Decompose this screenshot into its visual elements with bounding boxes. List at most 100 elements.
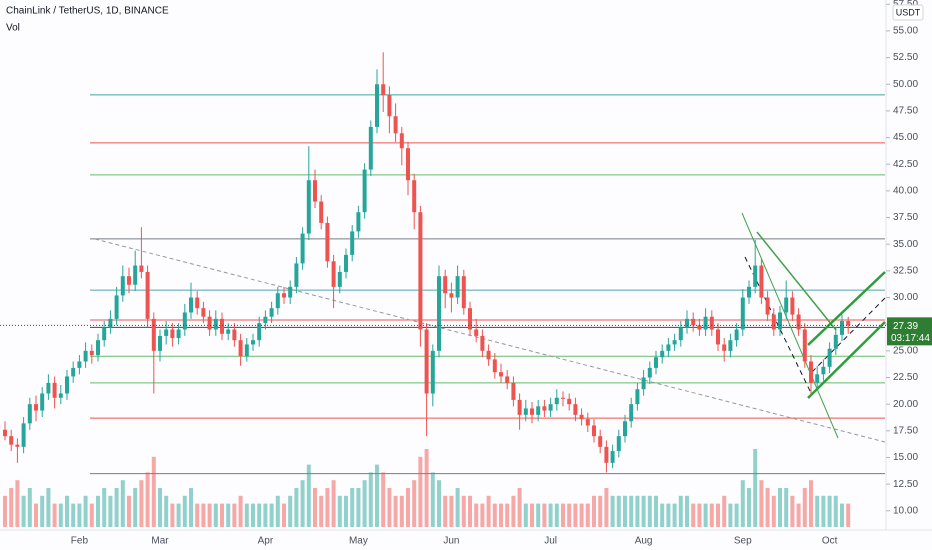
volume-bar <box>65 495 69 527</box>
candle-body <box>734 329 739 341</box>
candle-body <box>517 399 522 415</box>
volume-bar <box>207 503 212 527</box>
candle-body <box>548 404 553 411</box>
volume-bar <box>765 488 770 527</box>
volume-bar <box>468 495 472 527</box>
candle-body <box>257 323 262 341</box>
volume-bar <box>641 495 646 527</box>
candle-body <box>561 397 565 399</box>
x-tick-label: Feb <box>71 536 89 547</box>
candle-body <box>145 271 150 319</box>
volume-bar <box>821 495 826 527</box>
candle-body <box>455 276 460 298</box>
candle-body <box>598 436 603 447</box>
volume-bar <box>691 503 696 527</box>
volume-bar <box>102 488 107 527</box>
channel-line <box>756 231 837 331</box>
candle-body <box>393 116 398 134</box>
y-tick-label: 47.50 <box>893 106 918 117</box>
volume-bar <box>375 464 379 527</box>
candle-body <box>821 366 826 375</box>
candle-body <box>554 397 559 405</box>
volume-bar <box>499 503 503 527</box>
candle-body <box>368 126 373 170</box>
volume-bar <box>430 472 435 527</box>
volume-bar <box>517 488 522 527</box>
x-tick-label: Jul <box>544 536 557 547</box>
candle-body <box>27 404 32 424</box>
volume-bar <box>809 480 813 527</box>
volume-bar <box>331 480 336 527</box>
volume-bar <box>778 488 782 527</box>
volume-bar <box>815 495 820 527</box>
volume-bar <box>89 503 94 527</box>
y-tick-label: 52.50 <box>893 52 918 63</box>
volume-bar <box>213 503 218 527</box>
candle-body <box>461 276 466 309</box>
x-tick-label: Mar <box>151 536 169 547</box>
candle-body <box>573 404 578 415</box>
y-tick-label: 22.50 <box>893 372 918 383</box>
candle-body <box>685 318 689 328</box>
volume-bar <box>709 503 714 527</box>
y-tick-label: 37.50 <box>893 212 918 223</box>
volume-bar <box>71 503 76 527</box>
candle-body <box>40 393 45 411</box>
candle-body <box>660 350 665 358</box>
candle-body <box>418 212 423 330</box>
candle-body <box>282 293 286 298</box>
candle-body <box>71 367 76 377</box>
volume-bar <box>480 503 485 527</box>
candle-body <box>647 367 652 378</box>
candle-body <box>306 180 311 234</box>
volume-bar <box>387 488 392 527</box>
candle-body <box>585 419 590 426</box>
volume-bar <box>492 503 497 527</box>
candle-body <box>15 444 20 447</box>
volume-bar <box>722 495 727 527</box>
volume-bar <box>740 480 745 527</box>
candle-body <box>468 308 472 330</box>
candle-body <box>108 318 113 328</box>
volume-bar <box>629 495 634 527</box>
candle-body <box>703 316 708 330</box>
volume-bar <box>77 503 82 527</box>
candle-body <box>412 180 417 213</box>
candle-body <box>319 201 324 223</box>
candle-body <box>381 84 386 95</box>
volume-bar <box>747 488 751 527</box>
volume-bar <box>833 495 838 527</box>
candle-body <box>83 350 88 362</box>
volume-bar <box>598 495 603 527</box>
volume-bar <box>672 503 677 527</box>
candle-body <box>697 325 702 330</box>
volume-bar <box>319 495 324 527</box>
volume-bar <box>170 503 175 527</box>
volume-bar <box>616 495 621 527</box>
y-tick-label: 32.50 <box>893 266 918 277</box>
candle-body <box>536 406 541 415</box>
volume-bar <box>300 480 305 527</box>
candle-body <box>362 169 367 213</box>
volume-bar <box>592 495 596 527</box>
candle-body <box>182 312 187 330</box>
countdown: 03:17:44 <box>891 333 930 344</box>
volume-bar <box>9 488 14 527</box>
volume-bar <box>654 495 658 527</box>
unit-box <box>892 4 924 21</box>
volume-bar <box>666 503 671 527</box>
volume-bar <box>120 480 125 527</box>
volume-bar <box>34 503 38 527</box>
candle-body <box>511 382 516 400</box>
candle-body <box>666 344 671 351</box>
candle-body <box>176 329 181 339</box>
y-tick-label: 55.00 <box>893 26 918 37</box>
candle-body <box>759 265 764 298</box>
candle-body <box>505 376 510 383</box>
volume-bar <box>15 480 20 527</box>
candle-body <box>604 446 609 463</box>
volume-bar <box>40 495 45 527</box>
candle-body <box>269 308 274 317</box>
volume-bar <box>195 503 200 527</box>
y-tick-label: 42.50 <box>893 159 918 170</box>
